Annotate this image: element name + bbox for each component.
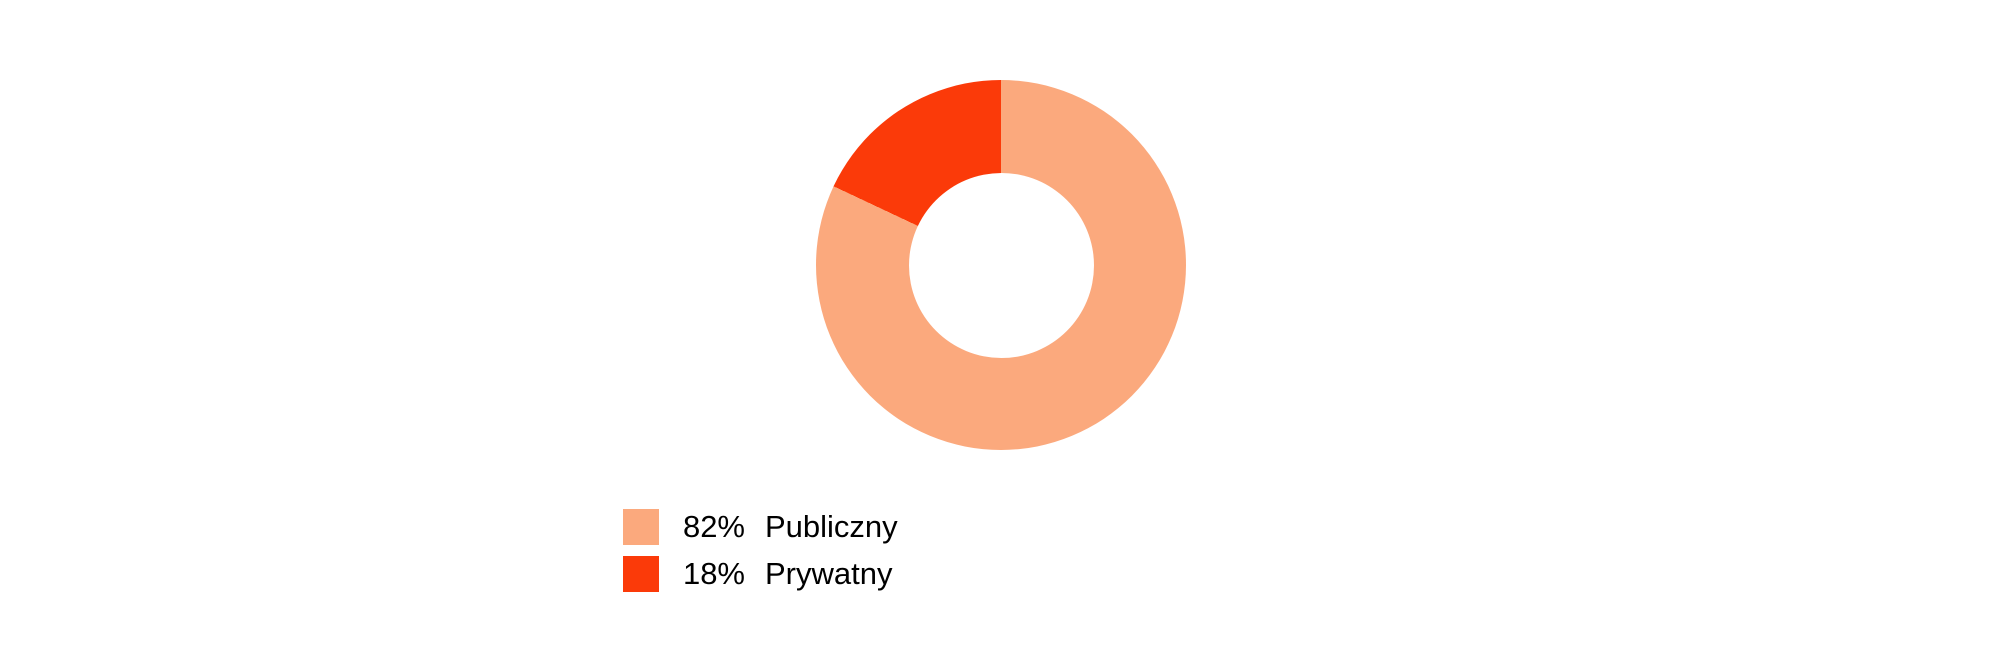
legend-label-prywatny: Prywatny (765, 556, 893, 591)
legend-percent-publiczny: 82% (682, 509, 745, 544)
donut-chart (816, 80, 1186, 450)
legend-swatch-prywatny (623, 556, 659, 592)
legend-label-publiczny: Publiczny (765, 509, 898, 544)
legend-item-prywatny: 18% Prywatny (623, 556, 898, 592)
donut-hole (908, 172, 1094, 358)
chart-legend: 82% Publiczny 18% Prywatny (623, 509, 898, 603)
legend-swatch-publiczny (623, 509, 659, 545)
legend-item-publiczny: 82% Publiczny (623, 509, 898, 545)
legend-percent-prywatny: 18% (682, 556, 745, 591)
